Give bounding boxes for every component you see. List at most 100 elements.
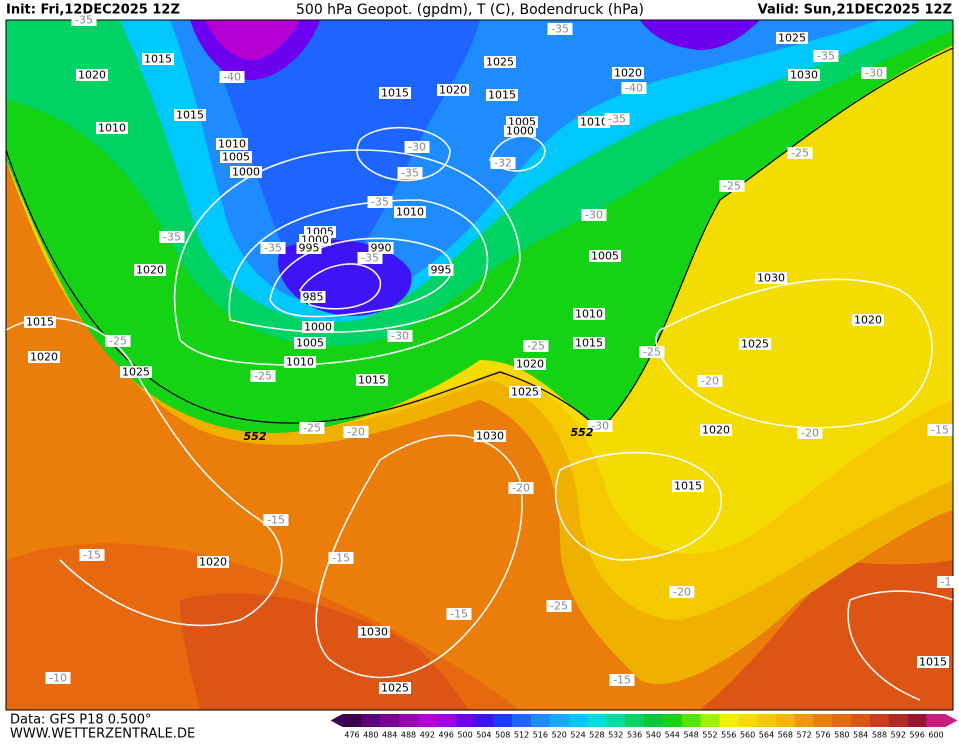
temperature-label: -25 bbox=[254, 370, 272, 383]
colorbar-label: 516 bbox=[533, 731, 548, 740]
isobar-label: 1010 bbox=[98, 122, 126, 135]
isobar-label: 1005 bbox=[591, 250, 619, 263]
colorbar-label: 544 bbox=[665, 731, 680, 740]
isobar-label-box bbox=[700, 424, 732, 436]
isobar-label-box bbox=[142, 53, 174, 65]
isobar-label-box bbox=[484, 56, 516, 68]
temperature-label-box bbox=[299, 422, 325, 434]
temperature-label: -25 bbox=[550, 600, 568, 613]
data-source: Data: GFS P18 0.500° bbox=[10, 713, 152, 728]
isobar-label: 1025 bbox=[381, 682, 409, 695]
isobar-label-box bbox=[300, 291, 326, 303]
color-swatch bbox=[530, 714, 551, 727]
color-swatch bbox=[700, 714, 720, 727]
color-swatch bbox=[587, 714, 607, 727]
isobar-label-box bbox=[379, 87, 411, 99]
isobar-label-box bbox=[197, 556, 229, 568]
isobar-label-box bbox=[76, 69, 108, 81]
temperature-label-box bbox=[490, 157, 516, 169]
temperature-label-box bbox=[508, 482, 534, 494]
colorbar-label: 496 bbox=[439, 731, 454, 740]
color-swatch bbox=[568, 714, 588, 727]
isobar-label: 985 bbox=[303, 291, 324, 304]
isobar-label-box bbox=[573, 308, 605, 320]
temperature-label-box bbox=[343, 426, 369, 438]
isobar-label: 1025 bbox=[511, 386, 539, 399]
color-swatch bbox=[851, 714, 871, 727]
temperature-label: -15 bbox=[450, 608, 468, 621]
isobar-label-box bbox=[573, 337, 605, 349]
color-swatch bbox=[342, 714, 362, 727]
isobar-label: 995 bbox=[431, 264, 452, 277]
temperature-label-box bbox=[927, 424, 953, 436]
colorbar-label: 500 bbox=[457, 731, 472, 740]
isobar-label: 1030 bbox=[476, 430, 504, 443]
temperature-label-box bbox=[404, 141, 430, 153]
isobar-label: 1010 bbox=[580, 116, 608, 129]
temperature-label: -35 bbox=[817, 50, 835, 63]
colorbar-arrow-right bbox=[945, 714, 958, 727]
isobar-label: 990 bbox=[371, 242, 392, 255]
colorbar-arrow-left bbox=[330, 714, 343, 727]
color-swatch bbox=[512, 714, 532, 727]
color-swatch bbox=[719, 714, 739, 727]
geopotential-label: 552 bbox=[571, 426, 594, 439]
color-swatch bbox=[757, 714, 777, 727]
colorbar-label: 548 bbox=[683, 731, 698, 740]
temperature-label: -20 bbox=[512, 482, 530, 495]
temperature-label: -40 bbox=[625, 82, 643, 95]
color-swatch bbox=[644, 714, 664, 727]
temperature-label-box bbox=[719, 180, 745, 192]
temperature-label: -30 bbox=[408, 141, 426, 154]
color-swatch bbox=[493, 714, 513, 727]
isobar-label-box bbox=[852, 314, 884, 326]
temperature-label-box bbox=[45, 672, 71, 684]
colorbar-label: 576 bbox=[815, 731, 830, 740]
temperature-label: -20 bbox=[347, 426, 365, 439]
color-swatch bbox=[738, 714, 758, 727]
colorbar-label: 588 bbox=[872, 731, 887, 740]
isobar-label: 1000 bbox=[506, 125, 534, 138]
temperature-label-box bbox=[587, 420, 613, 432]
website: WWW.WETTERZENTRALE.DE bbox=[10, 727, 195, 742]
isobar-label-box bbox=[776, 32, 808, 44]
isobar-label-box bbox=[394, 206, 426, 218]
temperature-label-box bbox=[861, 67, 887, 79]
isobar-label: 1010 bbox=[575, 308, 603, 321]
isobar-label: 1010 bbox=[286, 356, 314, 369]
isobar-label: 995 bbox=[299, 242, 320, 255]
isobar-label-box bbox=[302, 321, 334, 333]
field-492 bbox=[205, 20, 300, 60]
isobar-label-box bbox=[356, 374, 388, 386]
colorbar-label: 580 bbox=[834, 731, 849, 740]
temperature-label-box bbox=[367, 196, 393, 208]
isobar-label-box bbox=[294, 337, 326, 349]
temperature-label: -15 bbox=[613, 674, 631, 687]
colorbar: 476 480 484 488 492 496 500 504 508 512 516 520 524 5… bbox=[330, 714, 958, 740]
temperature-label: -40 bbox=[223, 71, 241, 84]
colorbar-label: 508 bbox=[495, 731, 510, 740]
temperature-label-box bbox=[937, 576, 955, 588]
isobar-label-box bbox=[134, 264, 166, 276]
color-swatch bbox=[888, 714, 909, 727]
colorbar-label: 596 bbox=[910, 731, 925, 740]
temperature-label: -25 bbox=[791, 147, 809, 160]
temperature-label: -35 bbox=[401, 167, 419, 180]
colorbar-label: 524 bbox=[570, 731, 585, 740]
temperature-label: -35 bbox=[608, 113, 626, 126]
isobar-label: 1015 bbox=[381, 87, 409, 100]
isobar-label-box bbox=[120, 366, 152, 378]
colorbar-label: 592 bbox=[891, 731, 906, 740]
isobar-label-box bbox=[788, 69, 820, 81]
isobar-label-box bbox=[96, 122, 128, 134]
temperature-label: -35 bbox=[163, 231, 181, 244]
temperature-label: -32 bbox=[494, 157, 512, 170]
colorbar-label: 572 bbox=[796, 731, 811, 740]
colorbar-label: 584 bbox=[853, 731, 868, 740]
isobar-label: 1020 bbox=[854, 314, 882, 327]
isobar-label-box bbox=[368, 242, 394, 254]
field-584-east bbox=[700, 560, 953, 710]
isobar-label: 1015 bbox=[176, 109, 204, 122]
temperature-label-box bbox=[71, 14, 97, 26]
colorbar-label: 492 bbox=[420, 731, 435, 740]
